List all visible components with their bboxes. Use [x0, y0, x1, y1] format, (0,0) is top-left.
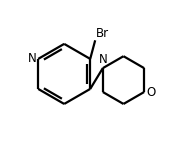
Text: O: O: [146, 85, 155, 99]
Text: N: N: [98, 53, 107, 66]
Text: N: N: [28, 52, 36, 65]
Text: Br: Br: [96, 26, 109, 40]
